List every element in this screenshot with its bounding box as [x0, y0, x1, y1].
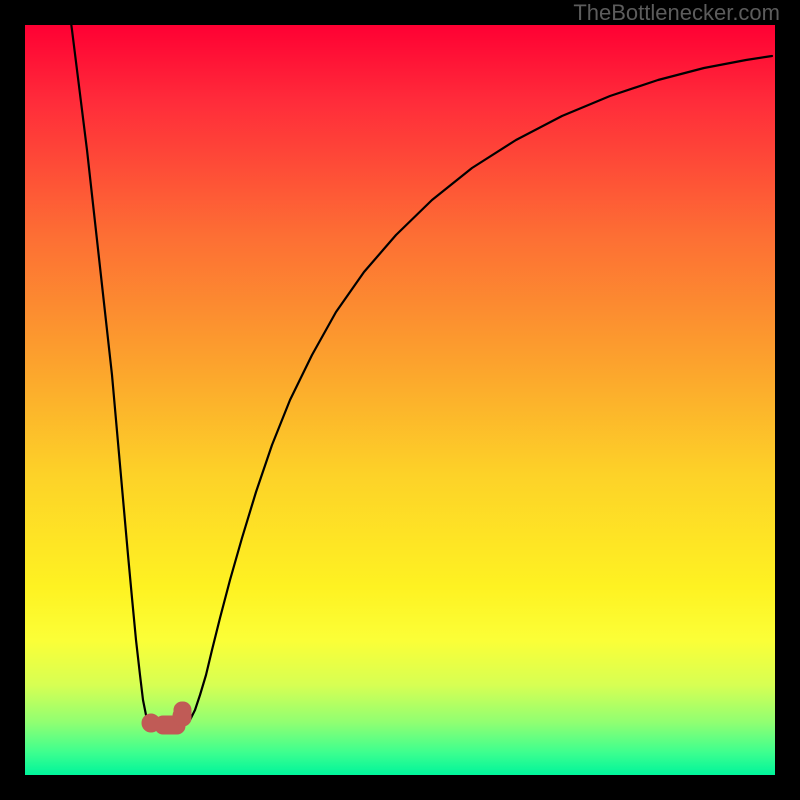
- plot-frame: [18, 18, 782, 782]
- chart-container: TheBottlenecker.com: [0, 0, 800, 800]
- watermark-text: TheBottlenecker.com: [573, 0, 780, 26]
